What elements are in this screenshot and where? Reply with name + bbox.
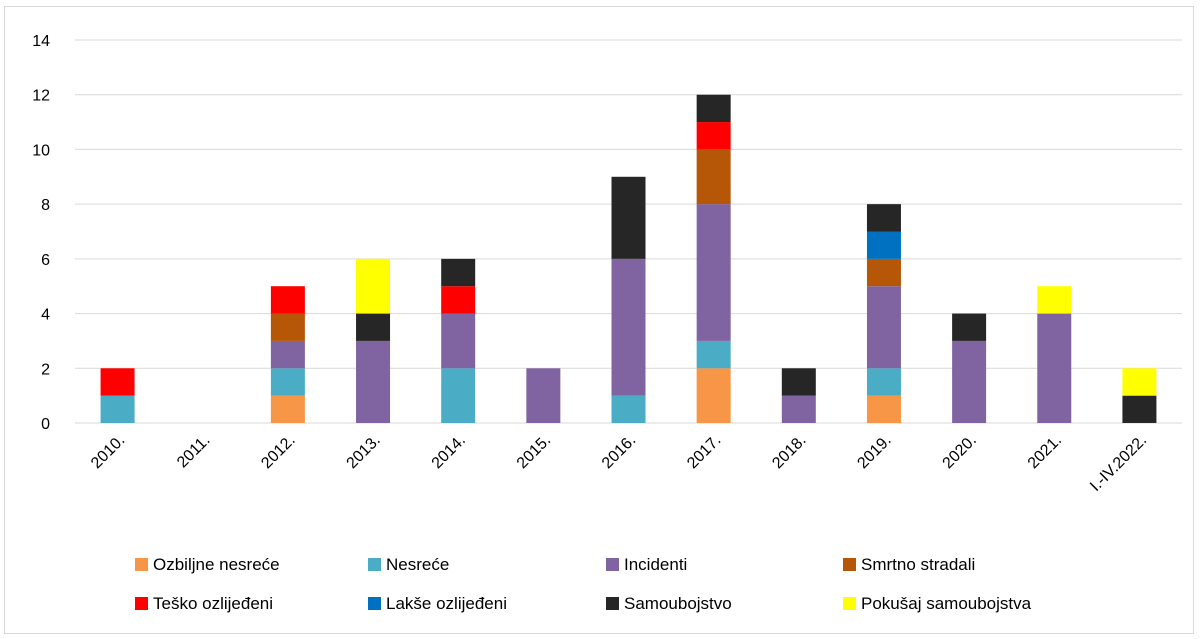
bar-segment [866, 231, 901, 259]
legend-label: Incidenti [624, 555, 687, 574]
bar-segment [866, 286, 901, 369]
legend-label: Ozbiljne nesreće [153, 555, 280, 574]
bar-segment [270, 313, 305, 341]
x-tick-label: 2012. [258, 432, 298, 472]
legend-swatch [368, 558, 381, 571]
legend-swatch [606, 558, 619, 571]
bar-segment [270, 340, 305, 369]
bar-segment [781, 368, 816, 396]
x-tick-label: 2018. [769, 432, 809, 472]
bars [100, 94, 1157, 423]
x-tick-label: 2016. [599, 432, 639, 472]
bar-segment [696, 368, 731, 423]
legend-swatch [368, 597, 381, 610]
x-tick-label: 2021. [1025, 432, 1065, 472]
bar-segment [100, 395, 135, 423]
bar-segment [441, 313, 476, 369]
bar-segment [1037, 286, 1072, 314]
chart-frame [4, 6, 1194, 634]
legend-label: Teško ozlijeđeni [153, 594, 273, 613]
legend-swatch [135, 597, 148, 610]
x-tick-label: 2011. [174, 432, 213, 471]
bar-segment [781, 395, 816, 423]
bar-segment [356, 340, 391, 423]
bar-segment [441, 286, 476, 314]
bar-segment [952, 313, 987, 341]
y-tick-label: 14 [32, 33, 50, 50]
x-tick-label: 2020. [940, 432, 980, 472]
legend-swatch [843, 597, 856, 610]
bar-segment [1037, 313, 1072, 423]
bar-segment [696, 149, 731, 205]
legend-swatch [606, 597, 619, 610]
bar-segment [696, 94, 731, 123]
bar-segment [270, 368, 305, 396]
bar-segment [611, 176, 646, 259]
bar-segment [441, 258, 476, 287]
y-axis-ticks: 0 2 4 6 8 10 12 14 [32, 33, 50, 433]
legend-label: Lakše ozlijeđeni [386, 594, 507, 613]
x-tick-label: I.-IV.2022. [1087, 432, 1150, 495]
legend-label: Pokušaj samoubojstva [861, 594, 1032, 613]
y-tick-label: 10 [32, 142, 50, 159]
bar-segment [441, 368, 476, 423]
x-axis-ticks: 2010. 2011. 2012. 2013. 2014. 2015. 2016. 2017.… [88, 432, 1150, 495]
y-tick-label: 4 [41, 307, 50, 324]
y-tick-label: 0 [41, 416, 50, 433]
x-tick-label: 2010. [88, 432, 128, 472]
bar-segment [696, 122, 731, 150]
bar-segment [356, 313, 391, 341]
x-tick-label: 2013. [344, 432, 384, 472]
bar-segment [696, 204, 731, 341]
legend-swatch [843, 558, 856, 571]
bar-segment [1122, 395, 1157, 423]
y-tick-label: 2 [41, 361, 50, 378]
bar-segment [866, 395, 901, 423]
bar-segment [952, 340, 987, 423]
y-tick-label: 8 [41, 197, 50, 214]
legend-label: Nesreće [386, 555, 449, 574]
bar-segment [611, 258, 646, 396]
legend: Ozbiljne nesreće Nesreće Incidenti Smrtno s… [135, 555, 1032, 613]
y-tick-label: 6 [41, 252, 50, 269]
bar-segment [696, 340, 731, 369]
legend-label: Samoubojstvo [624, 594, 732, 613]
gridlines [75, 39, 1182, 424]
bar-segment [356, 258, 391, 314]
x-tick-label: 2014. [429, 432, 469, 472]
bar-segment [270, 286, 305, 314]
legend-swatch [135, 558, 148, 571]
bar-segment [866, 204, 901, 232]
bar-segment [611, 395, 646, 423]
bar-segment [866, 368, 901, 396]
bar-segment [866, 258, 901, 287]
bar-segment [270, 395, 305, 423]
bar-segment [100, 368, 135, 396]
x-tick-label: 2017. [684, 432, 724, 472]
x-tick-label: 2019. [854, 432, 894, 472]
x-tick-label: 2015. [514, 432, 554, 472]
bar-segment [1122, 368, 1157, 396]
legend-label: Smrtno stradali [861, 555, 975, 574]
bar-segment [526, 368, 561, 423]
y-tick-label: 12 [32, 88, 50, 105]
